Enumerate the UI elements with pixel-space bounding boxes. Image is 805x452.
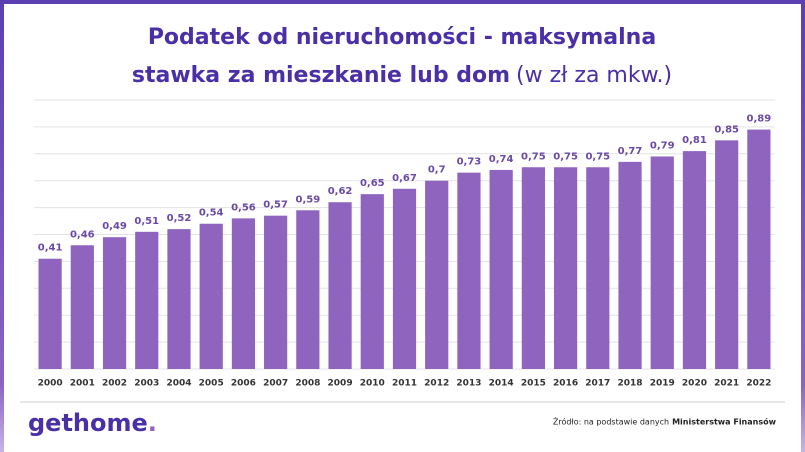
bar — [586, 167, 610, 369]
bar — [328, 202, 352, 369]
bar — [296, 210, 320, 369]
x-tick-label: 2022 — [746, 379, 771, 389]
value-label: 0,54 — [199, 208, 224, 219]
bar — [135, 231, 159, 369]
chart-title: stawka za mieszkanie lub dom — [132, 63, 510, 88]
chart-title: Podatek od nieruchomości - maksymalna — [148, 25, 656, 50]
x-tick-label: 2015 — [521, 379, 546, 389]
source-bold: Ministerstwa Finansów — [672, 417, 777, 427]
bar — [70, 245, 94, 369]
x-tick-label: 2000 — [38, 379, 63, 389]
bar — [392, 188, 417, 369]
bar — [38, 258, 62, 369]
x-tick-label: 2007 — [263, 379, 288, 389]
bar — [199, 223, 223, 369]
value-label: 0,67 — [392, 173, 417, 184]
bar — [264, 215, 288, 369]
x-tick-label: 2010 — [360, 379, 385, 389]
chart-unit: (w zł za mkw.) — [516, 63, 672, 88]
bar — [489, 169, 513, 369]
value-label: 0,49 — [102, 221, 127, 232]
logo-dot: . — [148, 409, 157, 437]
value-label: 0,74 — [489, 154, 514, 165]
value-label: 0,89 — [747, 114, 772, 125]
value-label: 0,51 — [134, 216, 159, 227]
value-label: 0,7 — [428, 165, 446, 176]
x-tick-label: 2016 — [553, 379, 578, 389]
value-label: 0,46 — [70, 229, 95, 240]
value-label: 0,75 — [585, 151, 610, 162]
x-tick-label: 2005 — [199, 379, 224, 389]
bar — [102, 237, 127, 369]
value-label: 0,75 — [521, 151, 546, 162]
value-label: 0,77 — [618, 146, 643, 157]
value-label: 0,41 — [38, 243, 63, 254]
x-tick-label: 2011 — [392, 379, 417, 389]
source: Źródło: na podstawie danych — [553, 416, 669, 427]
value-label: 0,75 — [553, 151, 578, 162]
value-label: 0,59 — [296, 194, 321, 205]
bar — [682, 151, 707, 369]
value-label: 0,79 — [650, 140, 675, 151]
x-tick-label: 2020 — [682, 379, 707, 389]
value-label: 0,52 — [167, 213, 192, 224]
bar — [553, 167, 578, 369]
x-tick-label: 2001 — [70, 379, 95, 389]
bar — [167, 229, 191, 369]
value-label: 0,56 — [231, 202, 256, 213]
bar — [747, 129, 771, 369]
x-tick-label: 2009 — [328, 379, 353, 389]
value-label: 0,73 — [457, 157, 482, 168]
value-label: 0,65 — [360, 178, 385, 189]
x-tick-label: 2021 — [714, 379, 739, 389]
x-tick-label: 2014 — [489, 379, 514, 389]
bar — [425, 180, 449, 369]
value-label: 0,81 — [682, 135, 707, 146]
bar — [521, 167, 545, 369]
x-tick-label: 2019 — [650, 379, 675, 389]
bar — [650, 156, 674, 369]
x-tick-label: 2008 — [295, 379, 320, 389]
bar — [715, 140, 739, 369]
bar — [231, 218, 256, 369]
x-tick-label: 2003 — [134, 379, 159, 389]
x-tick-label: 2002 — [102, 379, 127, 389]
x-tick-label: 2017 — [585, 379, 610, 389]
x-tick-label: 2004 — [166, 379, 191, 389]
value-label: 0,57 — [263, 200, 288, 211]
value-label: 0,85 — [714, 124, 739, 135]
x-tick-label: 2012 — [424, 379, 449, 389]
x-tick-label: 2013 — [456, 379, 481, 389]
bar — [457, 172, 481, 369]
x-tick-label: 2018 — [617, 379, 642, 389]
logo: gethome — [28, 409, 148, 437]
bar — [360, 194, 384, 369]
bar — [618, 161, 642, 369]
x-tick-label: 2006 — [231, 379, 256, 389]
value-label: 0,62 — [328, 186, 353, 197]
